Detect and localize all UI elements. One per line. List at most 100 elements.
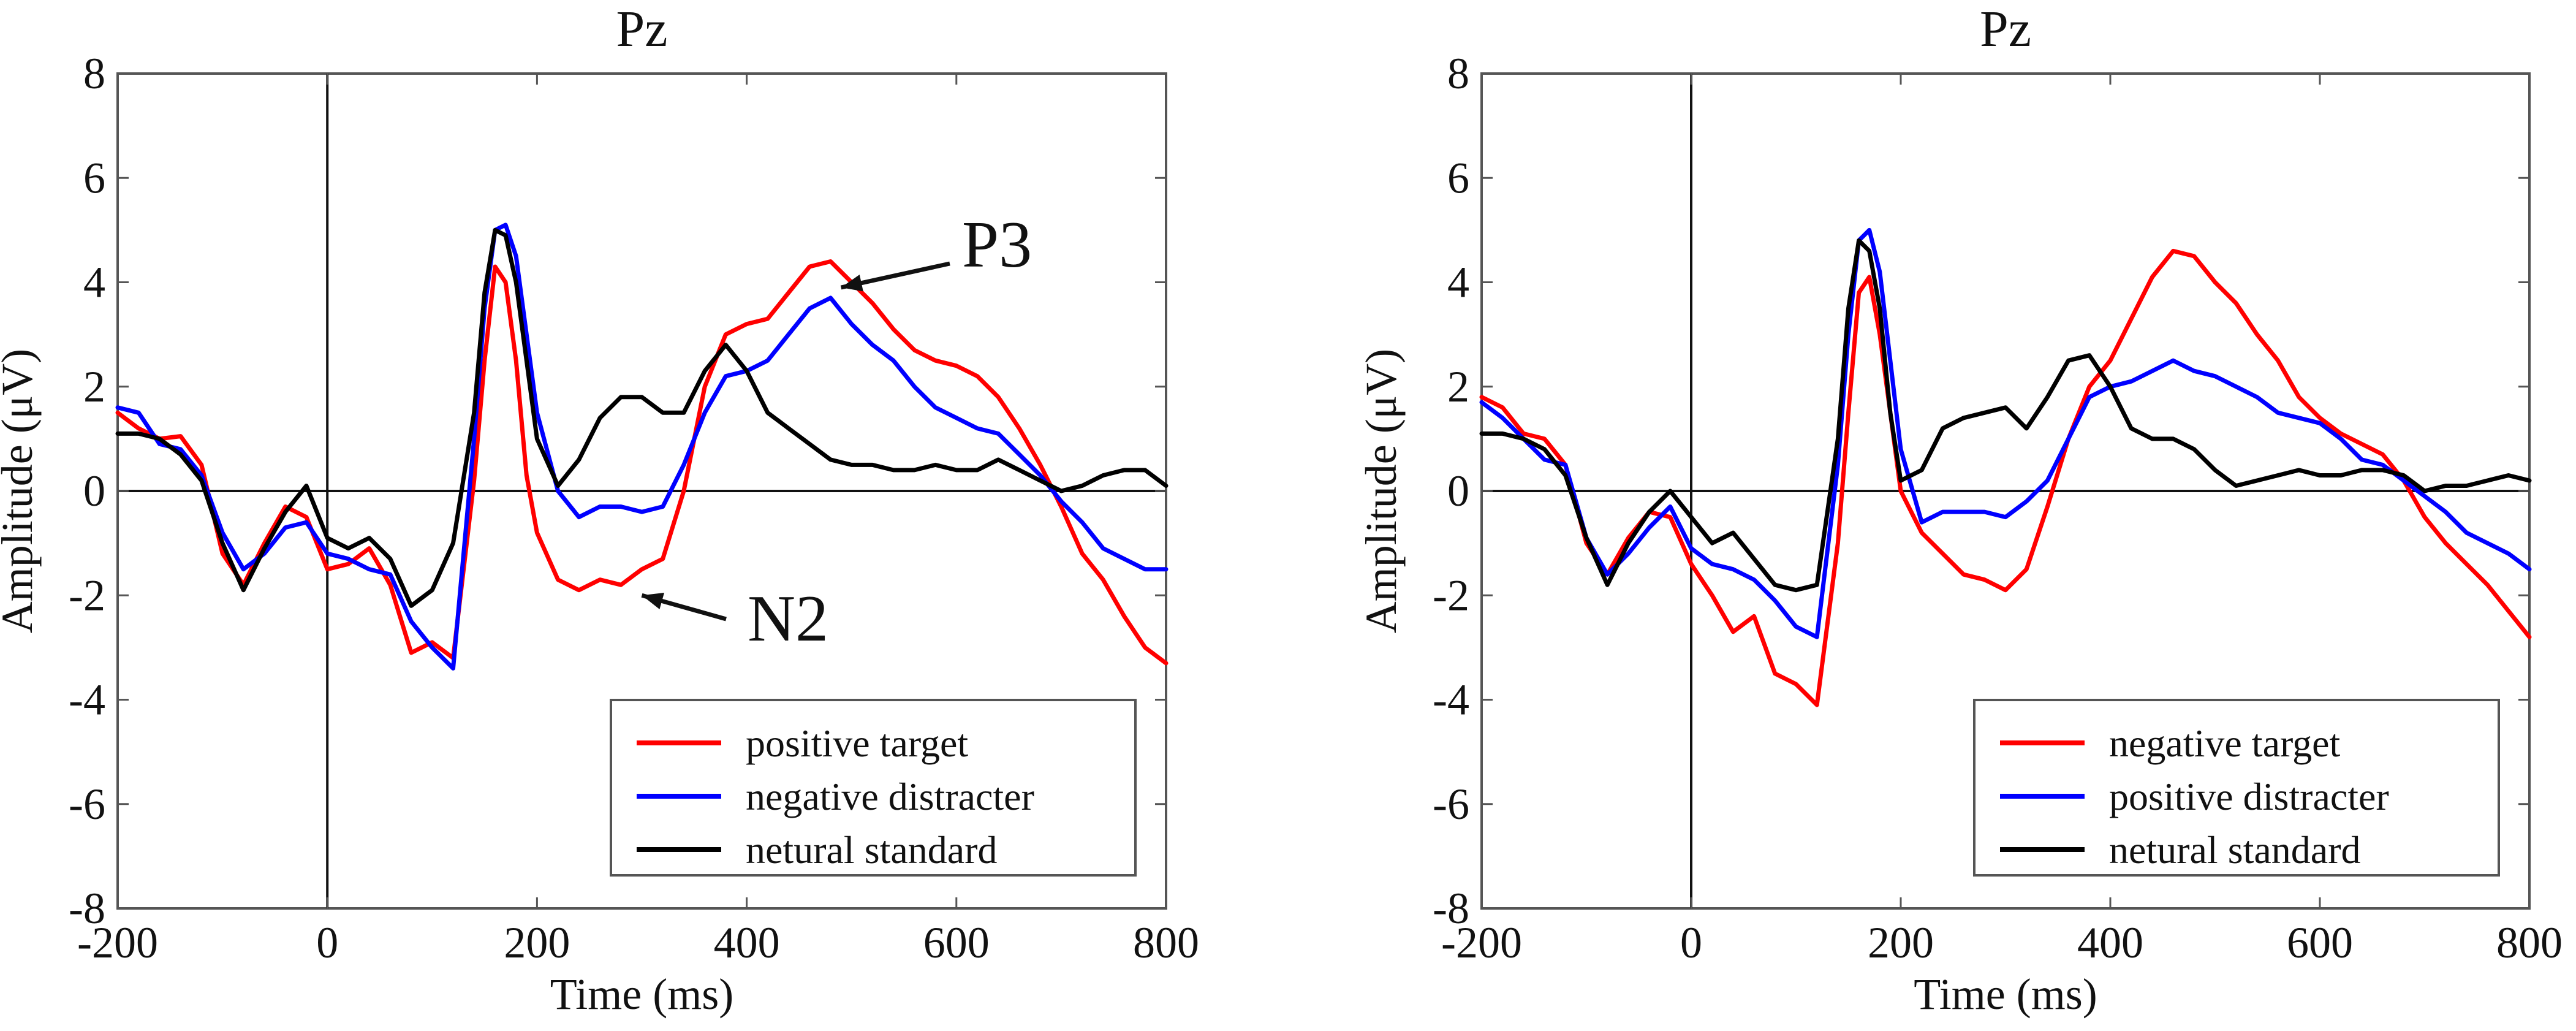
data-point [1018, 469, 1020, 471]
data-point [2130, 427, 2132, 430]
data-point [1753, 579, 1756, 581]
data-point [525, 333, 528, 336]
y-tick-label: -4 [69, 675, 105, 725]
data-point [1711, 542, 1713, 544]
data-point [2046, 396, 2048, 398]
data-point [1480, 401, 1483, 403]
data-point [976, 469, 979, 471]
data-point [619, 584, 622, 586]
x-tick-label: 600 [923, 918, 990, 967]
data-point [1060, 500, 1063, 503]
data-point [158, 438, 161, 440]
data-point [137, 411, 140, 414]
data-point [2298, 417, 2300, 419]
data-point [1879, 271, 1881, 273]
y-tick-label: -2 [1433, 571, 1469, 620]
data-point [1165, 485, 1167, 487]
data-point [1690, 516, 1692, 519]
data-point [2193, 448, 2195, 451]
data-point [2109, 386, 2112, 388]
legend-label: netural standard [746, 828, 998, 872]
y-tick-label: 6 [1447, 153, 1469, 202]
data-point [2067, 359, 2070, 362]
data-point [913, 386, 915, 388]
data-point [2004, 406, 2007, 409]
data-point [1963, 417, 1965, 419]
data-point [997, 458, 999, 461]
data-point [1648, 511, 1651, 513]
data-point [2235, 302, 2237, 305]
data-point [871, 463, 874, 466]
series-line [115, 227, 1169, 608]
data-point [1544, 458, 1546, 461]
data-point [830, 261, 832, 262]
data-point [2382, 469, 2384, 471]
y-tick-label: 8 [1447, 49, 1469, 98]
data-point [1102, 474, 1104, 476]
data-point [536, 411, 538, 414]
data-point [2339, 438, 2342, 440]
data-point [1900, 448, 1902, 451]
data-point [724, 375, 727, 378]
data-point [1774, 599, 1776, 602]
data-point [504, 281, 507, 283]
data-point [2235, 386, 2237, 388]
data-point [1889, 411, 1892, 414]
data-point [2193, 255, 2195, 257]
data-point [871, 344, 874, 346]
data-point [683, 463, 685, 466]
data-point [2172, 249, 2175, 252]
data-point [892, 328, 895, 330]
data-point [536, 438, 538, 440]
data-point [483, 292, 486, 294]
y-tick-label: 6 [83, 153, 105, 202]
y-tick-label: 4 [1447, 258, 1469, 307]
data-point [2487, 479, 2489, 482]
data-point [1795, 625, 1797, 628]
legend-label: positive distracter [2109, 775, 2389, 818]
data-point [368, 568, 371, 571]
data-point [494, 229, 496, 231]
data-point [368, 547, 371, 550]
data-point [1039, 474, 1042, 476]
data-point [2046, 479, 2048, 482]
data-point [850, 463, 853, 466]
data-point [221, 552, 224, 555]
data-point [641, 396, 643, 398]
data-point [1816, 584, 1818, 586]
legend-label: positive target [746, 721, 968, 765]
series-line [115, 223, 1169, 671]
data-point [1544, 448, 1546, 451]
data-point [431, 646, 433, 649]
data-point [2256, 479, 2258, 482]
data-point [1018, 453, 1020, 455]
data-point [1081, 552, 1083, 555]
data-point [1690, 563, 1692, 565]
data-point [599, 417, 601, 419]
data-point [1889, 359, 1892, 362]
chart-title: Pz [616, 1, 668, 58]
data-point [2528, 568, 2531, 571]
data-point [2528, 479, 2531, 482]
data-point [830, 297, 832, 299]
y-tick-label: 8 [83, 49, 105, 98]
data-point [2382, 463, 2384, 466]
data-point [2088, 396, 2091, 398]
data-point [2277, 359, 2279, 362]
data-point [1732, 631, 1734, 633]
data-point [2130, 380, 2132, 382]
data-point [1963, 573, 1965, 576]
data-point [2109, 359, 2112, 362]
data-point [830, 458, 832, 461]
data-point [1941, 427, 1944, 430]
data-point [1018, 427, 1020, 430]
data-point [955, 365, 958, 367]
data-point [2507, 474, 2510, 476]
data-point [2465, 531, 2468, 534]
data-point [473, 438, 475, 440]
data-point [1847, 411, 1849, 414]
data-point [683, 411, 685, 414]
data-point [116, 411, 119, 414]
data-point [2465, 485, 2468, 487]
data-point [2025, 568, 2028, 571]
